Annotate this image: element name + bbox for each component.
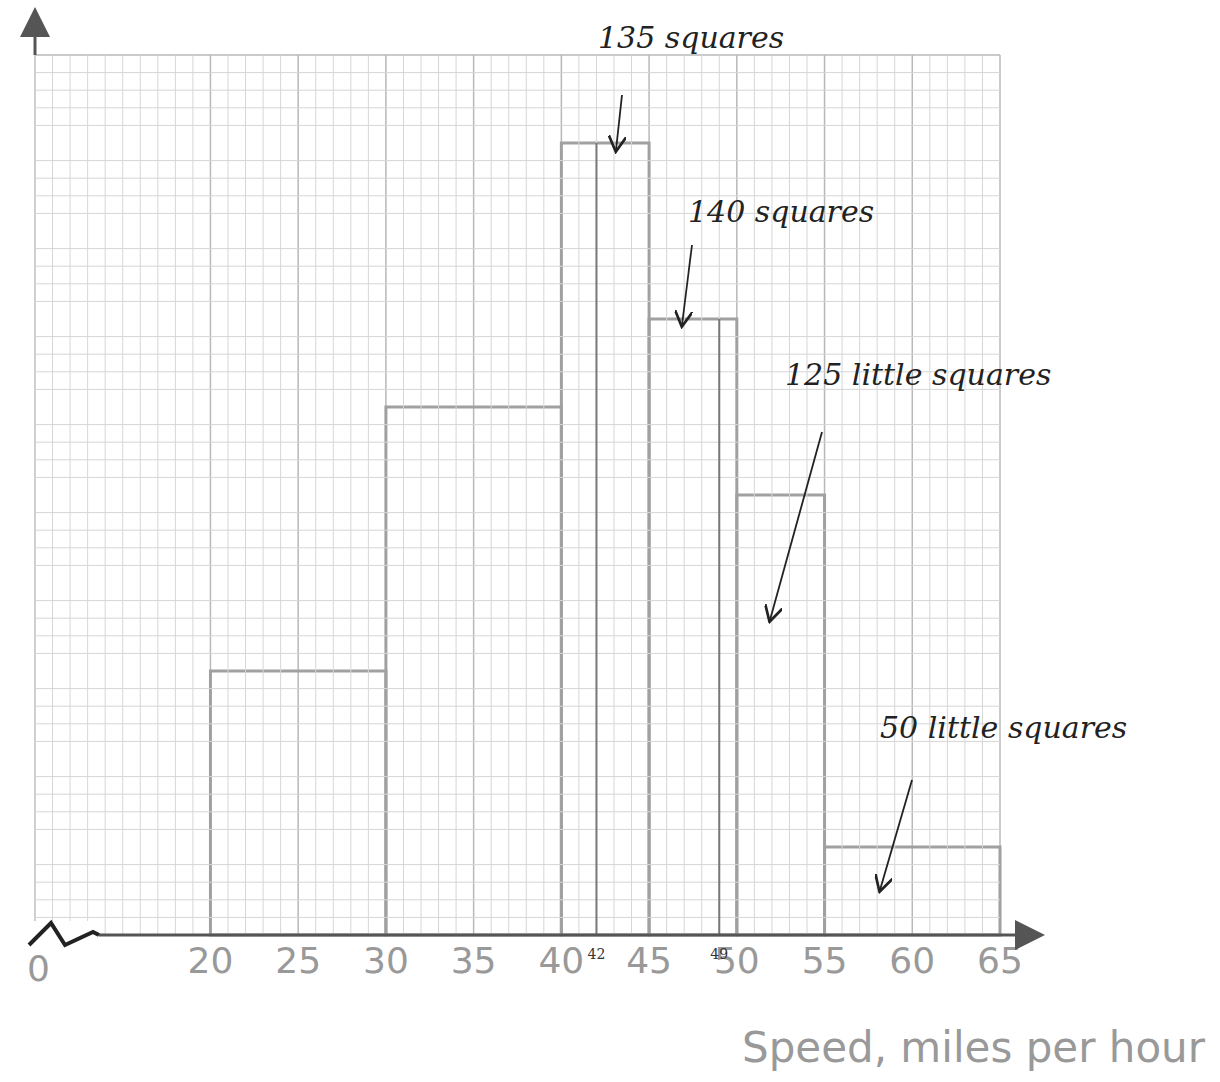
svg-text:55: 55	[802, 940, 848, 981]
svg-text:50 little squares: 50 little squares	[880, 710, 1127, 745]
svg-text:50: 50	[714, 940, 760, 981]
svg-text:25: 25	[275, 940, 321, 981]
svg-text:Speed, miles per hour: Speed, miles per hour	[742, 1023, 1206, 1072]
svg-text:65: 65	[977, 940, 1023, 981]
svg-text:135 squares: 135 squares	[598, 20, 784, 55]
svg-text:35: 35	[451, 940, 497, 981]
svg-text:125 little squares: 125 little squares	[785, 357, 1051, 392]
svg-text:42: 42	[588, 946, 606, 962]
svg-text:20: 20	[188, 940, 234, 981]
svg-text:140 squares: 140 squares	[688, 194, 874, 229]
svg-text:60: 60	[889, 940, 935, 981]
svg-text:45: 45	[626, 940, 672, 981]
svg-text:49: 49	[710, 946, 728, 962]
svg-text:30: 30	[363, 940, 409, 981]
svg-text:0: 0	[27, 948, 50, 989]
svg-text:40: 40	[538, 940, 584, 981]
